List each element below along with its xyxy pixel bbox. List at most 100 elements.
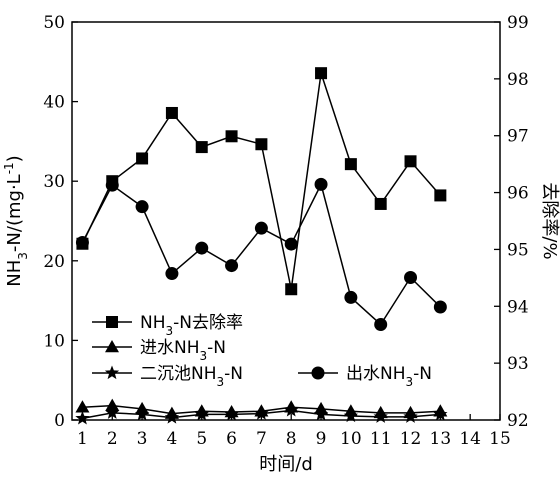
y-left-axis-title-part: 3 bbox=[16, 252, 30, 260]
y-left-axis-title-part: ) bbox=[4, 155, 25, 162]
data-point bbox=[105, 398, 120, 411]
data-point bbox=[75, 400, 90, 413]
x-tick-label: 2 bbox=[107, 429, 118, 449]
data-point bbox=[404, 155, 417, 168]
data-point bbox=[315, 67, 328, 80]
legend-marker bbox=[106, 316, 118, 328]
axes: 1 2 3 4 5 6 7 8 9 10 11 12 13 14 150102030405092939495… bbox=[43, 13, 528, 449]
plot-area bbox=[75, 67, 448, 425]
x-axis-title-part: 时间 bbox=[259, 454, 295, 475]
y-right-tick-label: 96 bbox=[507, 184, 529, 204]
y-right-axis-title: 去除率/% bbox=[539, 182, 560, 259]
data-point bbox=[313, 406, 329, 421]
legend-item: 出水NH3-N bbox=[298, 364, 432, 389]
data-point bbox=[165, 106, 178, 119]
y-left-axis-title-part: -1 bbox=[2, 162, 16, 174]
data-point bbox=[165, 267, 179, 281]
legend-label: NH3-N去除率 bbox=[140, 313, 243, 338]
x-tick-label: 10 bbox=[340, 429, 362, 449]
legend-label-part: -N bbox=[224, 364, 243, 384]
x-tick-label: 15 bbox=[489, 429, 511, 449]
y-right-tick-label: 97 bbox=[507, 127, 529, 147]
legend-label: 出水NH3-N bbox=[346, 364, 432, 389]
x-tick-label: 11 bbox=[370, 429, 392, 449]
series-star bbox=[75, 402, 448, 425]
plot-frame bbox=[71, 21, 501, 421]
x-tick-label: 13 bbox=[430, 429, 452, 449]
y-left-tick-label: 20 bbox=[43, 252, 65, 272]
y-left-tick-label: 0 bbox=[54, 411, 65, 431]
data-point bbox=[344, 290, 358, 304]
legend-marker bbox=[311, 366, 325, 380]
y-right-tick-label: 98 bbox=[507, 70, 529, 90]
data-point bbox=[373, 409, 388, 423]
data-point bbox=[105, 178, 119, 192]
data-point bbox=[105, 405, 120, 419]
data-point bbox=[225, 259, 239, 273]
x-tick-label: 14 bbox=[459, 429, 481, 449]
data-point bbox=[255, 138, 268, 151]
data-point bbox=[285, 283, 298, 296]
legend-marker bbox=[104, 365, 120, 380]
data-point bbox=[433, 406, 448, 421]
data-point bbox=[374, 317, 388, 331]
data-point bbox=[433, 300, 447, 314]
data-point bbox=[195, 141, 208, 154]
data-point bbox=[434, 189, 447, 202]
x-axis-title-part: /d bbox=[295, 454, 313, 475]
legend-label: 进水NH3-N bbox=[140, 338, 226, 363]
y-right-tick-label: 93 bbox=[507, 354, 529, 374]
y-left-tick-label: 30 bbox=[43, 172, 65, 192]
data-point bbox=[75, 410, 90, 425]
y-left-tick-label: 10 bbox=[43, 331, 65, 351]
legend-label-part: 出水NH bbox=[346, 364, 406, 384]
x-tick-label: 1 bbox=[77, 429, 88, 449]
data-point bbox=[134, 406, 150, 421]
data-point bbox=[314, 177, 328, 191]
legend-label-part: -N bbox=[207, 338, 226, 358]
y-right-tick-label: 94 bbox=[507, 297, 529, 317]
data-point bbox=[195, 241, 209, 255]
y-left-axis-title: NH3-N/(mg·L-1) bbox=[2, 155, 30, 286]
legend-label-part: 3 bbox=[200, 349, 208, 363]
data-point bbox=[254, 406, 269, 420]
legend-marker bbox=[105, 340, 119, 353]
x-tick-label: 3 bbox=[137, 429, 148, 449]
x-tick-label: 6 bbox=[226, 429, 237, 449]
x-tick-label: 12 bbox=[400, 429, 422, 449]
y-right-tick-label: 95 bbox=[507, 240, 529, 260]
data-point bbox=[343, 408, 358, 423]
data-point bbox=[224, 406, 239, 421]
legend-label-part: 3 bbox=[406, 375, 414, 389]
y-left-axis-title-part: -N/(mg·L bbox=[4, 174, 25, 252]
data-point bbox=[403, 409, 418, 423]
series-line bbox=[81, 72, 441, 290]
legend-item: NH3-N去除率 bbox=[92, 313, 243, 338]
legend-label: 二沉池NH3-N bbox=[140, 364, 243, 389]
data-point bbox=[254, 221, 268, 235]
data-point bbox=[135, 200, 149, 214]
legend-label-part: -N bbox=[413, 364, 432, 384]
y-left-tick-label: 40 bbox=[43, 93, 65, 113]
legend-label-part: 3 bbox=[217, 375, 225, 389]
x-tick-label: 9 bbox=[316, 429, 327, 449]
x-tick-label: 5 bbox=[196, 429, 207, 449]
legend-item: 二沉池NH3-N bbox=[92, 364, 243, 389]
data-point bbox=[225, 130, 238, 143]
data-point bbox=[136, 152, 149, 165]
x-tick-label: 7 bbox=[256, 429, 267, 449]
series-circle bbox=[75, 177, 447, 331]
data-point bbox=[404, 271, 418, 285]
legend-label-part: 进水NH bbox=[140, 338, 200, 358]
x-tick-label: 8 bbox=[286, 429, 297, 449]
y-right-tick-label: 99 bbox=[507, 13, 529, 33]
data-point bbox=[374, 197, 387, 210]
y-left-tick-label: 50 bbox=[43, 13, 65, 33]
legend-label-part: NH bbox=[140, 313, 166, 333]
legend-label-part: 3 bbox=[166, 324, 174, 338]
data-point bbox=[284, 402, 299, 417]
series-square bbox=[76, 67, 447, 296]
